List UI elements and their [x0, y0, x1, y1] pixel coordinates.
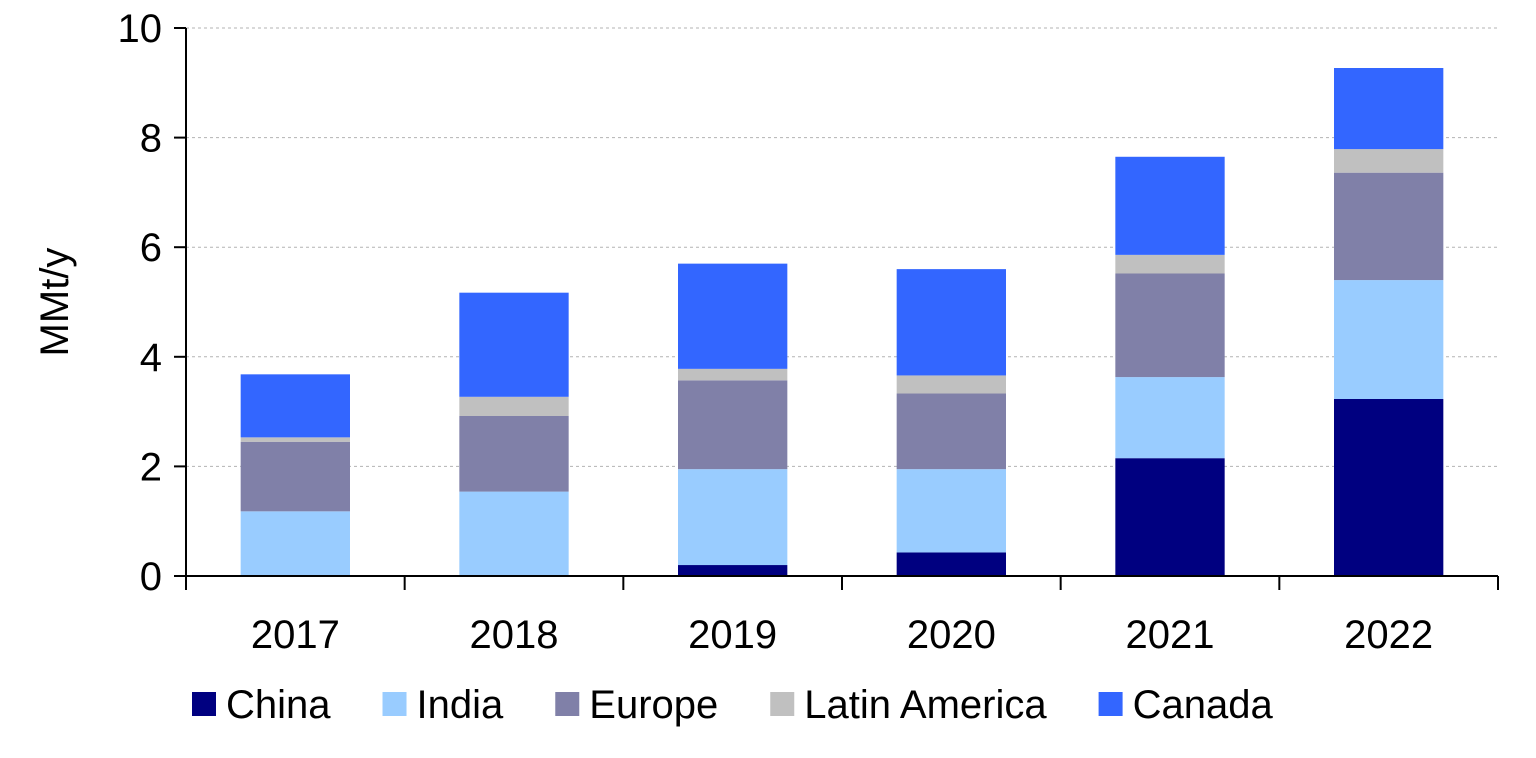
legend-swatch-china: [192, 692, 216, 716]
bar-segment-europe-2021: [1115, 273, 1225, 378]
bar-segment-canada-2021: [1115, 156, 1225, 255]
legend-swatch-europe: [555, 692, 580, 716]
y-tick-label: 2: [140, 445, 162, 489]
legend-label: China: [226, 683, 331, 727]
legend-swatch-latin-america: [770, 692, 795, 716]
legend-label: Canada: [1133, 683, 1274, 727]
x-tick-label: 2019: [688, 613, 777, 657]
bar-segment-latin-america-2017: [240, 437, 350, 442]
bar-segment-canada-2022: [1334, 68, 1444, 150]
bar-segment-india-2021: [1115, 377, 1225, 459]
x-tick-label: 2018: [470, 613, 559, 657]
gridlines: [186, 27, 1498, 467]
legend-label: Latin America: [804, 683, 1047, 727]
bar-segment-india-2022: [1334, 280, 1444, 399]
x-tick-label: 2022: [1344, 613, 1433, 657]
bar-segment-india-2020: [896, 469, 1006, 553]
y-tick-labels: 0 2 4 6 8 10: [118, 7, 163, 599]
y-axis-label: MMt/y: [33, 248, 77, 357]
bar-segment-europe-2017: [240, 441, 350, 512]
bar-segment-europe-2020: [896, 393, 1006, 470]
y-tick-label: 6: [140, 226, 162, 270]
bar-segment-india-2019: [678, 469, 788, 566]
bar-segment-latin-america-2020: [896, 375, 1006, 394]
legend-label: India: [417, 683, 504, 727]
bar-segment-canada-2020: [896, 269, 1006, 376]
x-tick-label: 2017: [251, 613, 340, 657]
bar-segment-china-2022: [1334, 398, 1444, 576]
bar-segment-india-2017: [240, 511, 350, 576]
y-tick-label: 8: [140, 117, 162, 161]
legend-swatch-canada: [1098, 692, 1123, 716]
bar-segment-china-2020: [896, 552, 1006, 576]
legend: China India Europe Latin America Canada: [192, 683, 1273, 727]
legend-swatch-india: [382, 692, 407, 716]
y-tick-label: 10: [118, 7, 163, 51]
bar-segment-latin-america-2019: [678, 368, 788, 381]
bar-segment-latin-america-2021: [1115, 254, 1225, 274]
axes: [174, 27, 1499, 590]
x-tick-label: 2021: [1126, 613, 1215, 657]
bars: [240, 68, 1444, 576]
x-tick-label: 2020: [907, 613, 996, 657]
bar-segment-latin-america-2018: [459, 396, 569, 416]
x-tick-labels: 2017 2018 2019 2020 2021 2022: [251, 613, 1433, 657]
bar-segment-canada-2017: [240, 374, 350, 438]
bar-segment-europe-2019: [678, 380, 788, 470]
bar-segment-europe-2018: [459, 415, 569, 492]
bar-segment-canada-2019: [678, 263, 788, 369]
bar-segment-china-2019: [678, 565, 788, 576]
bar-segment-canada-2018: [459, 292, 569, 397]
legend-label: Europe: [589, 683, 718, 727]
bar-segment-latin-america-2022: [1334, 149, 1444, 173]
bar-segment-europe-2022: [1334, 172, 1444, 281]
bar-segment-india-2018: [459, 491, 569, 576]
y-tick-label: 0: [140, 555, 162, 599]
y-tick-label: 4: [140, 336, 162, 380]
bar-segment-china-2021: [1115, 458, 1225, 576]
